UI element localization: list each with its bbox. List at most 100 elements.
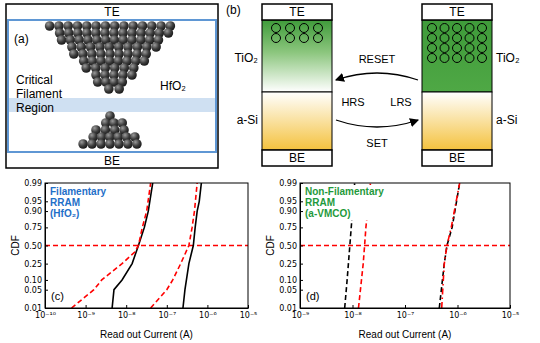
- atom: [132, 139, 142, 149]
- y-tick-label: 0.99: [24, 179, 42, 188]
- atom: [104, 84, 114, 94]
- atom: [87, 139, 97, 149]
- vacancy: [453, 34, 462, 43]
- y-tick: 0.25: [24, 260, 48, 269]
- chart-title-line: (HfO₂): [50, 208, 79, 219]
- region-label: Critical Filament Region: [16, 73, 65, 115]
- title-patch: [48, 185, 111, 220]
- atom: [114, 84, 124, 94]
- y-tick-mark: [45, 201, 48, 202]
- y-tick: 0.99: [24, 179, 48, 188]
- vacancy: [428, 44, 437, 53]
- y-axis: 0.010.050.100.250.500.750.900.950.99: [24, 179, 48, 313]
- y-tick-label: 0.90: [279, 207, 297, 216]
- y-tick-label: 0.10: [279, 276, 297, 285]
- atom: [105, 139, 115, 149]
- vacancy: [314, 24, 323, 33]
- x-axis-line: [301, 308, 511, 309]
- y-axis-title: CDF: [10, 235, 21, 256]
- x-tick: 10⁻⁸: [118, 305, 136, 320]
- y-tick-label: 0.50: [24, 242, 42, 251]
- y-tick: 0.75: [24, 223, 48, 232]
- y-axis-title: CDF: [265, 235, 276, 256]
- vacancy: [314, 34, 323, 43]
- x-tick: 10⁻⁷: [158, 305, 176, 320]
- y-tick-label: 0.90: [24, 207, 42, 216]
- reset-arrow: [336, 73, 418, 80]
- atom: [123, 139, 133, 149]
- atom: [127, 70, 137, 80]
- y-tick-label: 0.25: [24, 260, 42, 269]
- vacancy: [440, 34, 449, 43]
- y-tick: 0.95: [24, 197, 48, 206]
- y-tick: 0.05: [24, 286, 48, 295]
- x-axis-title: Read out Current (A): [100, 329, 193, 340]
- vacancy: [428, 54, 437, 63]
- series-group: [45, 183, 248, 308]
- x-axis: 10⁻⁹10⁻⁸10⁻⁷10⁻⁶10⁻⁵: [292, 305, 520, 320]
- tio2-layer: [262, 20, 332, 92]
- x-tick-mark: [405, 305, 406, 308]
- tio2-layer: [422, 20, 492, 92]
- x-tick-label: 10⁻⁸: [118, 311, 136, 320]
- cdf-line: [151, 183, 198, 308]
- y-tick-label: 0.25: [279, 260, 297, 269]
- filament: [45, 21, 175, 149]
- region-label-line: Critical: [16, 73, 56, 87]
- x-tick-label: 10⁻⁶: [199, 311, 217, 320]
- chart-1: 10⁻⁹10⁻⁸10⁻⁷10⁻⁶10⁻⁵0.010.050.100.250.50…: [265, 179, 519, 340]
- vacancy: [300, 24, 309, 33]
- y-tick-mark: [300, 308, 303, 309]
- y-tick: 0.75: [279, 223, 303, 232]
- panel-label: (b): [226, 3, 241, 17]
- electrode-label: BE: [289, 151, 305, 165]
- y-tick: 0.50: [279, 242, 303, 251]
- electrode-label: TE: [104, 5, 119, 19]
- y-tick-label: 0.01: [279, 304, 297, 313]
- y-tick-mark: [45, 308, 48, 309]
- x-tick: 10⁻⁶: [199, 305, 217, 320]
- atom: [57, 35, 67, 45]
- label-patch: [305, 289, 320, 303]
- vacancy: [428, 34, 437, 43]
- y-tick-mark: [300, 211, 303, 212]
- bottom-electrode: [262, 150, 332, 166]
- region-label-line: Region: [16, 101, 54, 115]
- x-tick-mark: [126, 305, 127, 308]
- chart-title: Filamentary RRAM (HfO₂): [50, 186, 109, 219]
- vacancy: [272, 24, 281, 33]
- vacancy: [453, 24, 462, 33]
- electrode-label: TE: [289, 5, 304, 19]
- y-tick-label: 0.10: [24, 276, 42, 285]
- top-electrode: [262, 4, 332, 20]
- vacancy: [440, 24, 449, 33]
- y-tick-label: 0.95: [24, 197, 42, 206]
- device-box: [6, 4, 218, 168]
- y-tick: 0.90: [24, 207, 48, 216]
- vacancy: [465, 54, 474, 63]
- y-tick: 0.25: [279, 260, 303, 269]
- x-tick-mark: [86, 305, 87, 308]
- panel-b: TEBETiO₂a-SiTEBETiO₂a-Si(b)RESETSETHRSLR…: [226, 3, 520, 166]
- y-tick-mark: [45, 246, 48, 247]
- layer-label: TiO₂: [234, 51, 258, 65]
- x-tick-mark: [458, 305, 459, 308]
- y-axis: 0.010.050.100.250.500.750.900.950.99: [279, 179, 303, 313]
- plot-frame: [300, 183, 510, 308]
- y-tick-mark: [45, 290, 48, 291]
- y-tick-mark: [45, 227, 48, 228]
- transition-label: RESET: [359, 53, 396, 65]
- atom: [164, 28, 174, 38]
- cdf-line: [439, 183, 459, 308]
- label-patch: [50, 289, 65, 303]
- y-tick-mark: [45, 183, 48, 184]
- vacancy: [300, 34, 309, 43]
- x-axis: 10⁻¹⁰10⁻⁹10⁻⁸10⁻⁷10⁻⁶10⁻⁵: [35, 305, 257, 320]
- panel-label-group: (d): [305, 289, 320, 303]
- atom: [69, 49, 79, 59]
- y-tick-label: 0.99: [279, 179, 297, 188]
- x-tick: 10⁻⁵: [502, 305, 520, 320]
- vacancy: [478, 54, 487, 63]
- top-electrode: [422, 4, 492, 20]
- chart-title-line: RRAM: [305, 197, 338, 208]
